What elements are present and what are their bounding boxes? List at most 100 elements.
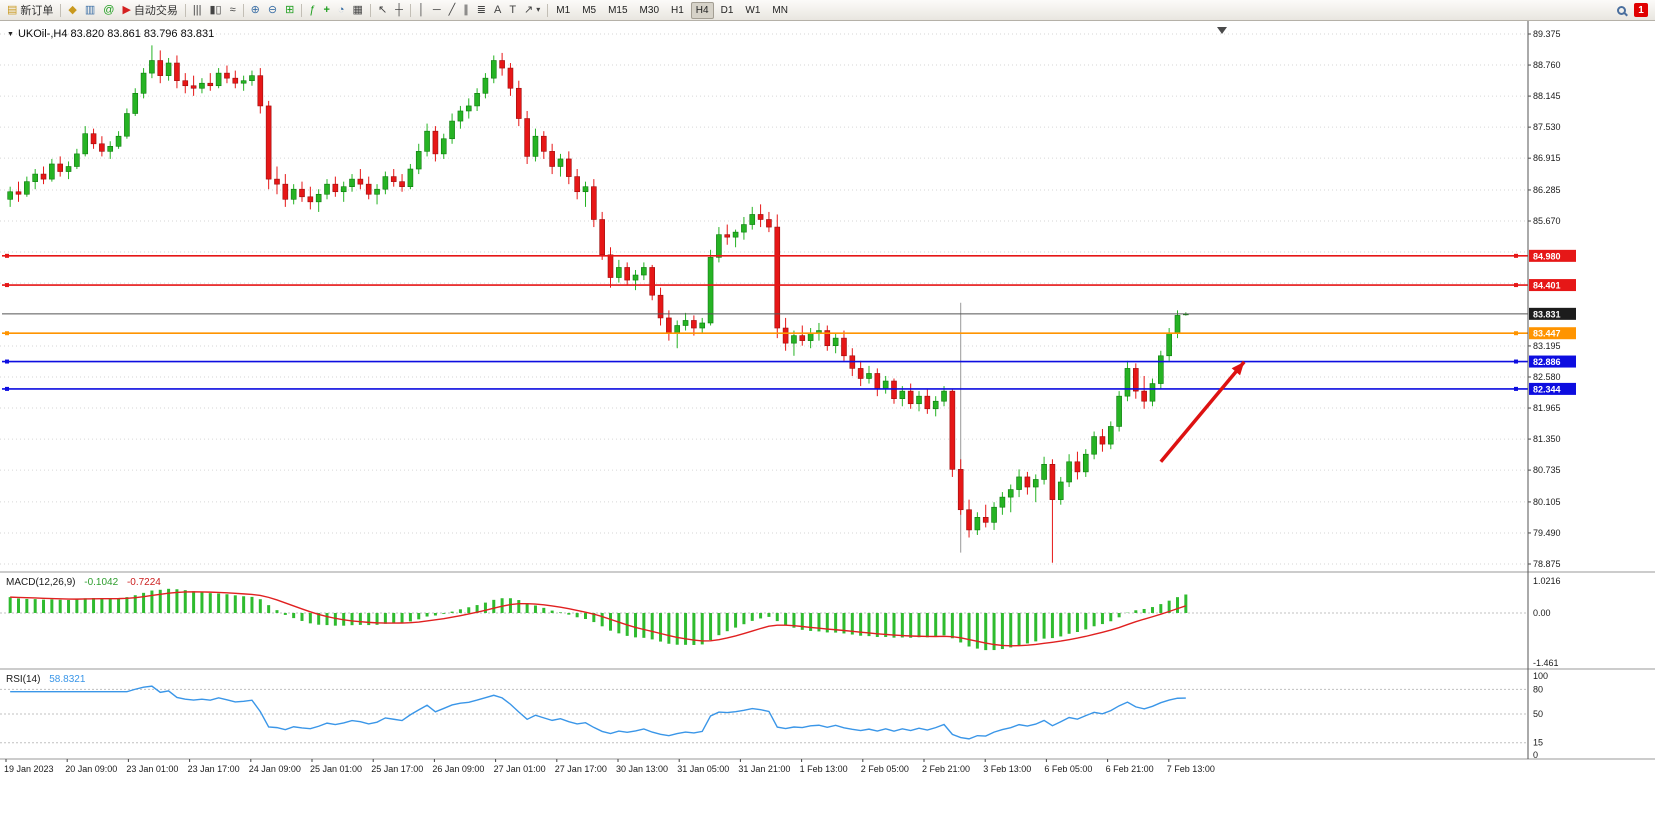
add-indicator-button[interactable]: +: [319, 2, 333, 19]
line-handle[interactable]: [5, 386, 9, 391]
line-handle[interactable]: [5, 283, 9, 288]
candle-body: [899, 390, 906, 399]
timeframe-d1-button[interactable]: D1: [720, 4, 734, 16]
timeframe-w1-button[interactable]: W1: [745, 4, 761, 16]
autotrade-label: 自动交易: [133, 5, 178, 17]
zoom-in-button[interactable]: ⊕: [247, 2, 264, 19]
period-button[interactable]: ◔: [334, 2, 349, 19]
timeframe-mn-button[interactable]: MN: [772, 4, 788, 16]
text-label-icon: T: [509, 3, 517, 16]
channel-button[interactable]: ∥: [459, 2, 473, 19]
indicators-button[interactable]: ƒ: [305, 2, 319, 19]
zoom-in-icon: ⊕: [250, 3, 260, 16]
candle-body: [941, 390, 947, 402]
candle-body: [1007, 489, 1014, 498]
candle-body: [699, 322, 706, 329]
chart-shift-marker-icon[interactable]: [1217, 27, 1227, 34]
timeframe-m15-button[interactable]: M15: [608, 4, 628, 16]
candle-body: [465, 105, 472, 112]
search-button[interactable]: [1613, 2, 1630, 19]
candle-body: [24, 181, 30, 195]
timeframe-h4-button[interactable]: H4: [690, 1, 714, 19]
new-order-button[interactable]: ▤ 新订单: [3, 2, 57, 19]
candle-body: [149, 60, 155, 74]
candle-body: [741, 224, 747, 233]
timeframe-m5-button[interactable]: M5: [582, 4, 597, 16]
price-axis: 89.375 88.760 88.145 87.530 86.915 86.285 85.6…: [1528, 29, 1561, 569]
rsi-axis-label: 50: [1533, 709, 1543, 719]
line-handle[interactable]: [1514, 359, 1518, 364]
chart-line-button[interactable]: ≈: [226, 2, 240, 19]
chart-bars-button[interactable]: |||: [189, 2, 206, 19]
price-badge: [1529, 327, 1576, 340]
horizontal-line-button[interactable]: ─: [429, 2, 445, 19]
autotrade-button[interactable]: ▶ 自动交易: [118, 2, 181, 19]
line-handle[interactable]: [5, 359, 9, 364]
text-label-button[interactable]: T: [505, 2, 520, 19]
candle-body: [774, 226, 781, 329]
candle-body: [124, 113, 130, 137]
market-depth-button[interactable]: ▥: [81, 2, 99, 19]
templates-button[interactable]: ▦: [349, 2, 367, 19]
toolbar-separator: [242, 3, 244, 17]
symbols-icon: ◆: [68, 3, 77, 16]
candle-body: [365, 183, 372, 195]
macd-axis-label: 1.0216: [1533, 576, 1561, 586]
vertical-line-button[interactable]: │: [414, 2, 429, 19]
line-handle[interactable]: [5, 253, 9, 258]
rsi-axis-label: 100: [1533, 671, 1548, 681]
shapes-button[interactable]: ↗ ▾: [520, 2, 544, 19]
autotrade-icon: ▶: [122, 3, 131, 16]
timeframe-m30-button[interactable]: M30: [639, 4, 659, 16]
trend-arrow-head: [1231, 361, 1245, 376]
line-handle[interactable]: [1514, 253, 1518, 258]
chart-candles-button[interactable]: ▮▯: [206, 2, 226, 19]
candle-body: [607, 254, 614, 278]
community-button[interactable]: @: [99, 2, 118, 19]
candle-body: [449, 120, 455, 140]
candle-body: [891, 380, 897, 399]
candle-body: [1041, 464, 1047, 480]
zoom-out-button[interactable]: ⊖: [264, 2, 281, 19]
candle-body: [857, 368, 864, 379]
crosshair-button[interactable]: ┼: [391, 2, 407, 19]
symbols-button[interactable]: ◆: [64, 2, 80, 19]
candle-body: [582, 186, 589, 193]
trend-arrow[interactable]: [1159, 360, 1246, 463]
candle-body: [641, 267, 647, 276]
plus-icon: +: [323, 3, 330, 16]
line-handle[interactable]: [1514, 331, 1518, 336]
line-handle[interactable]: [5, 331, 9, 336]
toolbar: ▤ 新订单 ◆ ▥ @ ▶ 自动交易 ||| ▮▯ ≈ ⊕ ⊖ ⊞ ƒ + ◔ …: [0, 0, 1655, 21]
tile-windows-button[interactable]: ⊞: [281, 2, 298, 19]
rsi-axis-label: 0: [1533, 750, 1538, 760]
template-icon: ▦: [352, 3, 363, 16]
cursor-button[interactable]: ↖: [374, 2, 391, 19]
candle-body: [757, 214, 764, 220]
notification-badge[interactable]: 1: [1634, 3, 1648, 17]
trendline-button[interactable]: ╱: [445, 2, 460, 19]
time-axis-label: 27 Jan 01:00: [494, 764, 546, 774]
text-tool-button[interactable]: A: [490, 2, 505, 19]
candle-body: [916, 395, 922, 405]
candle-body: [515, 87, 522, 119]
candle-body: [1149, 383, 1156, 402]
rsi-line: [10, 685, 1186, 740]
timeframe-m1-button[interactable]: M1: [556, 4, 571, 16]
line-handle[interactable]: [1514, 283, 1518, 288]
price-axis-label: 81.350: [1533, 434, 1561, 444]
timeframe-h1-button[interactable]: H1: [671, 4, 684, 16]
toolbar-separator: [547, 3, 549, 17]
time-axis-label: 31 Jan 05:00: [677, 764, 729, 774]
candle-body: [1074, 461, 1081, 473]
candle-body: [907, 390, 914, 405]
crosshair-icon: ┼: [395, 3, 403, 16]
fibonacci-button[interactable]: ≣: [473, 2, 490, 19]
chart-canvas[interactable]: 84.98084.40183.83183.44782.88682.34489.3…: [0, 21, 1655, 823]
rsi-axis-label: 80: [1533, 684, 1543, 694]
candle-body: [1158, 355, 1164, 384]
line-handle[interactable]: [1514, 386, 1518, 391]
price-badge: [1529, 382, 1576, 395]
indicators-icon: ƒ: [309, 3, 316, 16]
price-axis-label: 78.875: [1533, 559, 1561, 569]
